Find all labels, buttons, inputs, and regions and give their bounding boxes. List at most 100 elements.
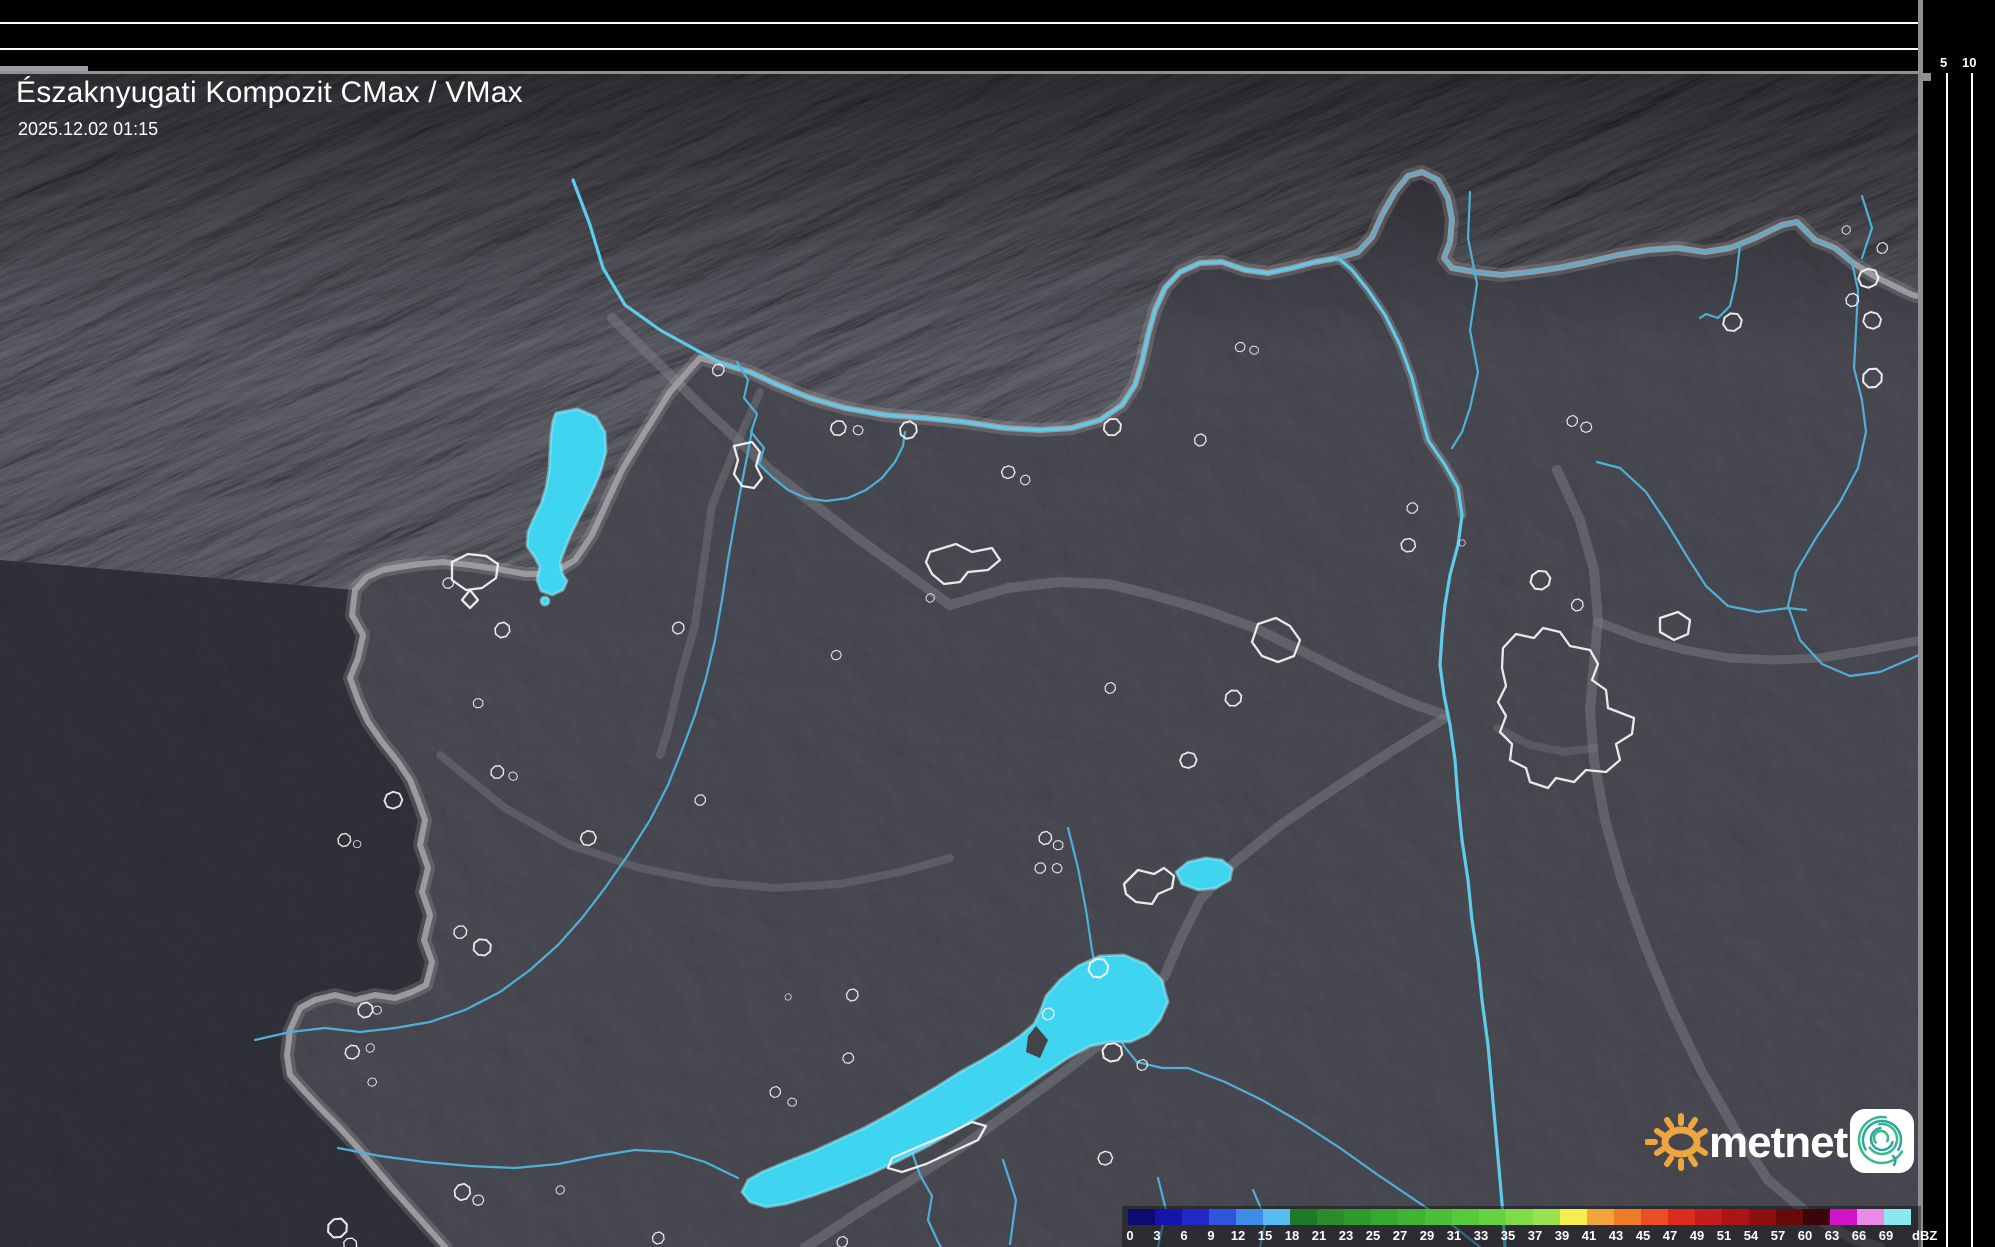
lake-velence: [1174, 856, 1234, 892]
colorbar-segment: [1290, 1209, 1317, 1225]
logo-text: metnet: [1709, 1118, 1848, 1167]
lake-balaton: [740, 953, 1170, 1209]
colorbar-tick: 57: [1770, 1228, 1786, 1243]
panel-junction: [1923, 73, 1931, 81]
colorbar-tick: 0: [1126, 1228, 1134, 1243]
colorbar-tick: 27: [1392, 1228, 1408, 1243]
colorbar-tick: 21: [1311, 1228, 1327, 1243]
colorbar-segment: [1128, 1209, 1155, 1225]
city-budapest: [1496, 626, 1636, 790]
city-siofok: [886, 1120, 988, 1174]
city-godollo: [1658, 610, 1692, 642]
sun-icon: [1645, 1113, 1708, 1171]
page-title: Északnyugati Kompozit CMax / VMax: [16, 76, 523, 109]
colorbar-segment: [1749, 1209, 1776, 1225]
city-gardony: [1122, 866, 1176, 906]
colorbar-segment: [1155, 1209, 1182, 1225]
map-right-edge: [1918, 0, 1923, 1247]
colorbar-tick: 45: [1635, 1228, 1651, 1243]
top-panel-border: [0, 71, 1923, 74]
dbz-colorbar: 0 3 6 9 12 15 18 21 23 25 27 29 31 33 35 37 39 41 43 45 47 49…: [1122, 1206, 1937, 1247]
colorbar-segments: [1128, 1209, 1911, 1225]
colorbar-segment: [1425, 1209, 1452, 1225]
river-zala: [336, 1146, 740, 1180]
colorbar-segment: [1506, 1209, 1533, 1225]
colorbar-segment: [1587, 1209, 1614, 1225]
colorbar-tick: 63: [1824, 1228, 1840, 1243]
river-danube: [571, 178, 1507, 1247]
colorbar-tick: 3: [1153, 1228, 1161, 1243]
river-lines: [253, 170, 1921, 1247]
colorbar-tick: 33: [1473, 1228, 1489, 1243]
top-gridline-5: [0, 48, 1921, 50]
top-gridline-10: [0, 22, 1921, 24]
right-gridline-5: [1946, 73, 1948, 1247]
river-ipoly: [1336, 170, 1921, 678]
city-sopron: [450, 552, 500, 592]
top-panel-left-accent: [0, 66, 88, 72]
colorbar-tick: 69: [1878, 1228, 1894, 1243]
colorbar-segment: [1695, 1209, 1722, 1225]
colorbar-segment: [1398, 1209, 1425, 1225]
timestamp: 2025.12.02 01:15: [18, 119, 159, 139]
right-profile-panel: [1923, 0, 1995, 1247]
tihany-peninsula: [1026, 1026, 1048, 1058]
colorbar-segment: [1263, 1209, 1290, 1225]
radar-map[interactable]: [0, 0, 1921, 1247]
top-profile-panel: [0, 0, 1995, 71]
colorbar-tick: 6: [1180, 1228, 1188, 1243]
colorbar-segment: [1182, 1209, 1209, 1225]
right-gridline-10: [1971, 73, 1973, 1247]
colorbar-tick: 43: [1608, 1228, 1624, 1243]
city-gyor: [732, 440, 764, 490]
colorbar-tick: 31: [1446, 1228, 1462, 1243]
river-raba: [253, 428, 754, 1042]
right-axis-label-10: 10: [1962, 55, 1977, 70]
colorbar-segment: [1776, 1209, 1803, 1225]
metnet-logo: metnet: [1645, 1098, 1917, 1184]
town-outlines: [325, 225, 1889, 1247]
lake-ferto: [525, 407, 608, 597]
city-tatabanya: [924, 542, 1002, 586]
colorbar-tick: 37: [1527, 1228, 1543, 1243]
colorbar-tick: 29: [1419, 1228, 1435, 1243]
colorbar-segment: [1479, 1209, 1506, 1225]
colorbar-tick: 54: [1743, 1228, 1759, 1243]
colorbar-tick: 39: [1554, 1228, 1570, 1243]
colorbar-segment: [1371, 1209, 1398, 1225]
colorbar-segment: [1344, 1209, 1371, 1225]
metnet-app-icon: [1850, 1109, 1914, 1173]
colorbar-tick: 25: [1365, 1228, 1381, 1243]
colorbar-segment: [1614, 1209, 1641, 1225]
colorbar-tick: 15: [1257, 1228, 1273, 1243]
colorbar-segment: [1857, 1209, 1884, 1225]
colorbar-tick: 49: [1689, 1228, 1705, 1243]
colorbar-tick: 66: [1851, 1228, 1867, 1243]
colorbar-segment: [1884, 1209, 1911, 1225]
colorbar-segment: [1560, 1209, 1587, 1225]
river-sarviz: [1066, 826, 1482, 1247]
colorbar-segment: [1803, 1209, 1830, 1225]
colorbar-tick: 35: [1500, 1228, 1516, 1243]
city-erd: [1250, 616, 1302, 664]
colorbar-segment: [1236, 1209, 1263, 1225]
colorbar-tick: 41: [1581, 1228, 1597, 1243]
colorbar-segment: [1830, 1209, 1857, 1225]
river-mosoni-duna: [735, 360, 907, 503]
lakes: [525, 407, 1234, 1209]
colorbar-tick: 47: [1662, 1228, 1678, 1243]
colorbar-tick: 12: [1230, 1228, 1246, 1243]
colorbar-segment: [1533, 1209, 1560, 1225]
colorbar-tick: 9: [1207, 1228, 1215, 1243]
colorbar-segment: [1722, 1209, 1749, 1225]
colorbar-segment: [1209, 1209, 1236, 1225]
colorbar-unit: dBZ: [1912, 1228, 1938, 1243]
colorbar-tick: 18: [1284, 1228, 1300, 1243]
colorbar-segment: [1668, 1209, 1695, 1225]
colorbar-segment: [1641, 1209, 1668, 1225]
right-axis-label-5: 5: [1940, 55, 1948, 70]
colorbar-segment: [1317, 1209, 1344, 1225]
colorbar-tick: 23: [1338, 1228, 1354, 1243]
river-sio: [910, 1150, 943, 1247]
